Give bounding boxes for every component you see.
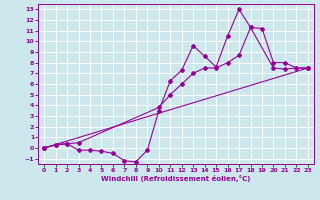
X-axis label: Windchill (Refroidissement éolien,°C): Windchill (Refroidissement éolien,°C) [101,175,251,182]
